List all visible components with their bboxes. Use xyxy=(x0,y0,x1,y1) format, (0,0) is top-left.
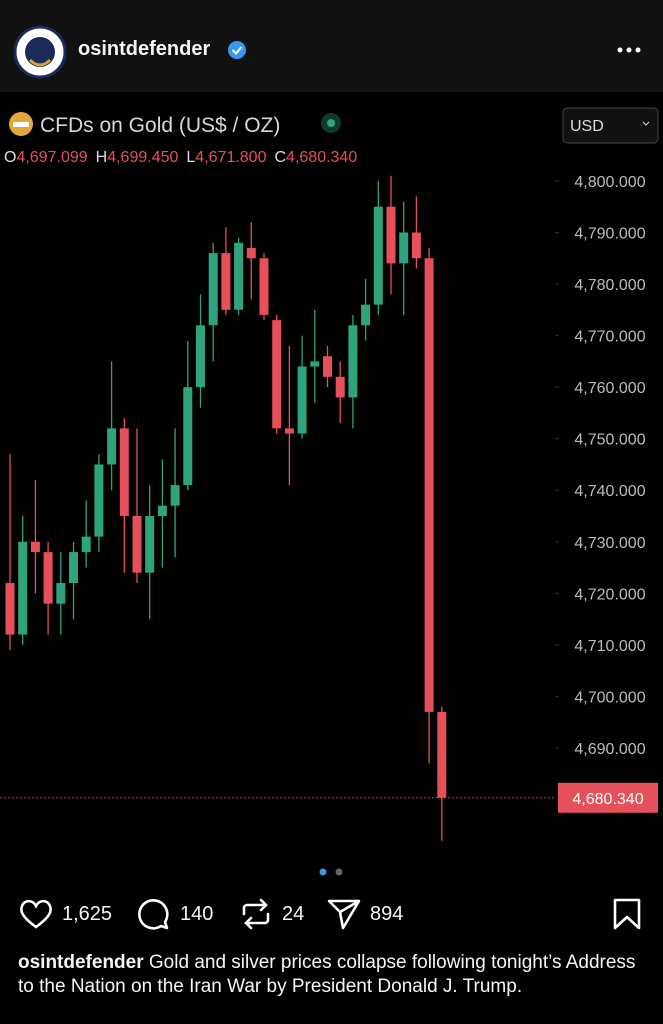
repost-count: 24 xyxy=(282,903,305,925)
comment-count: 140 xyxy=(180,903,214,925)
candle-body xyxy=(297,366,307,434)
caption-text: Gold and silver prices collapse followin… xyxy=(18,952,636,997)
candle-body xyxy=(437,711,447,798)
gold-icon-bar xyxy=(13,122,29,127)
candle-body xyxy=(5,583,15,635)
chart: CFDs on Gold (US$ / OZ) USD O4,697.099 H4… xyxy=(0,92,663,848)
candle-body xyxy=(132,516,142,573)
caption-username[interactable]: osintdefender xyxy=(18,952,144,973)
repost-icon[interactable] xyxy=(238,896,274,932)
currency-select[interactable] xyxy=(562,107,659,144)
candle-body xyxy=(246,247,256,259)
candle-body xyxy=(310,361,320,367)
candle-body xyxy=(196,325,205,388)
share-count: 894 xyxy=(370,903,404,925)
candle-body xyxy=(157,505,167,517)
y-tick-label: 4,720.000 xyxy=(574,586,645,603)
save-icon[interactable] xyxy=(612,896,644,932)
currency-label: USD xyxy=(570,118,604,135)
ohlc-value: 4,671.800 xyxy=(195,149,266,166)
candle-body xyxy=(399,232,409,264)
ohlc-value: 4,697.099 xyxy=(16,149,87,166)
candle-body xyxy=(234,242,244,310)
ohlc-key: C xyxy=(274,149,286,166)
avatar[interactable] xyxy=(12,24,72,84)
ohlc-legend: O4,697.099 H4,699.450 L4,671.800 C4,680.340 xyxy=(4,149,357,166)
candle-body xyxy=(145,516,155,573)
candle-body xyxy=(43,552,53,604)
more-button[interactable] xyxy=(616,46,646,56)
candle-body xyxy=(259,258,269,315)
like-count: 1,625 xyxy=(62,903,113,925)
carousel-dots[interactable] xyxy=(316,868,346,878)
y-tick-label: 4,800.000 xyxy=(574,174,645,191)
ohlc-key: H xyxy=(96,149,108,166)
candle-body xyxy=(386,206,396,264)
candle-body xyxy=(81,536,91,553)
candle-body xyxy=(348,325,358,398)
candle-body xyxy=(335,376,345,398)
candle-body xyxy=(221,253,231,310)
y-tick-label: 4,690.000 xyxy=(574,741,645,758)
action-bar: 1,625 140 24 894 xyxy=(0,890,663,936)
candle-body xyxy=(69,552,78,584)
candle-body xyxy=(56,583,66,604)
share-icon[interactable] xyxy=(326,896,362,932)
comment-icon[interactable] xyxy=(135,896,171,932)
ohlc-key: O xyxy=(4,149,16,166)
like-icon[interactable] xyxy=(18,896,54,932)
y-tick-label: 4,770.000 xyxy=(574,329,645,346)
last-price-badge xyxy=(558,782,658,813)
candle-body xyxy=(361,304,371,326)
y-tick-label: 4,700.000 xyxy=(574,689,645,706)
candle-body xyxy=(272,320,282,429)
candle-body xyxy=(170,485,180,506)
dropdown-arrow xyxy=(642,121,650,126)
candle-body xyxy=(373,206,383,305)
candle-body xyxy=(208,253,218,326)
candle-body xyxy=(30,541,40,553)
candle-body xyxy=(323,356,332,377)
y-tick-label: 4,710.000 xyxy=(574,638,645,655)
y-tick-label: 4,780.000 xyxy=(574,277,645,294)
chart-background xyxy=(0,92,663,848)
candle-body xyxy=(424,258,434,712)
ohlc-text: O4,697.099 H4,699.450 L4,671.800 C4,680.340 xyxy=(4,149,357,166)
ohlc-value: 4,680.340 xyxy=(286,149,357,166)
ohlc-value: 4,699.450 xyxy=(107,149,178,166)
caption: osintdefender Gold and silver prices col… xyxy=(18,951,648,999)
candle-body xyxy=(107,428,117,465)
candle-body xyxy=(183,387,193,486)
candle-body xyxy=(94,464,104,537)
y-tick-label: 4,760.000 xyxy=(574,380,645,397)
y-tick-label: 4,790.000 xyxy=(574,225,645,242)
chart-title: CFDs on Gold (US$ / OZ) xyxy=(40,114,280,137)
y-tick-label: 4,750.000 xyxy=(574,432,645,449)
y-tick-label: 4,740.000 xyxy=(574,483,645,500)
status-dot-inner xyxy=(327,119,335,127)
candle-body xyxy=(119,428,129,517)
candle-body xyxy=(284,428,294,434)
ohlc-key: L xyxy=(186,149,195,166)
y-tick-label: 4,730.000 xyxy=(574,535,645,552)
username[interactable]: osintdefender xyxy=(78,38,211,60)
verified-badge xyxy=(228,41,246,59)
post-header: osintdefender xyxy=(0,0,663,92)
candle-body xyxy=(411,232,421,259)
last-price-label: 4,680.340 xyxy=(572,791,643,808)
candle-body xyxy=(18,541,28,635)
